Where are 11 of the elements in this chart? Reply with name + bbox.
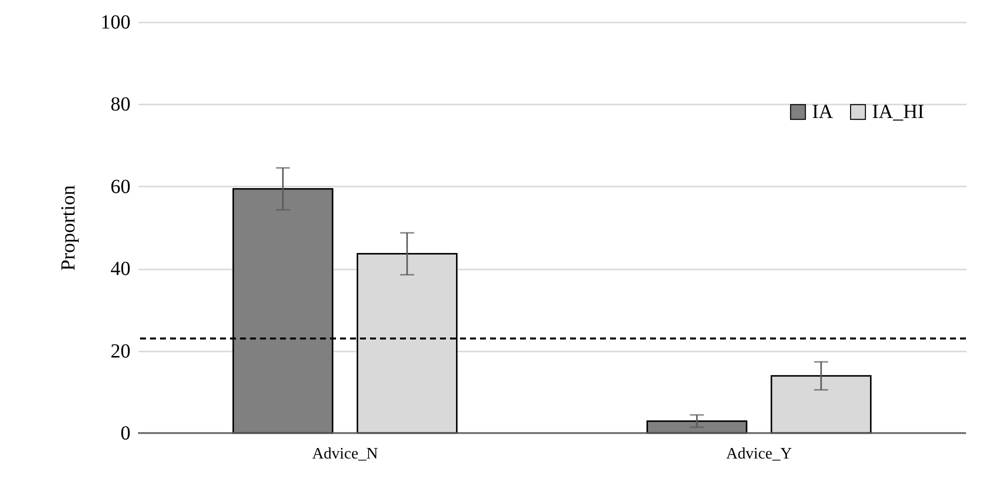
- x-tick-label: Advice_Y: [726, 446, 792, 462]
- y-tick-label: 100: [100, 12, 130, 34]
- legend-label: IA_HI: [872, 101, 924, 123]
- y-tick-label: 20: [110, 340, 130, 362]
- y-axis-title: Proportion: [58, 185, 80, 271]
- y-tick-label: 80: [110, 94, 130, 116]
- legend-label: IA: [812, 101, 834, 123]
- y-tick-label: 60: [110, 176, 130, 198]
- x-tick-label: Advice_N: [312, 446, 378, 462]
- y-tick-label: 40: [110, 258, 130, 280]
- y-tick-label: 0: [120, 422, 130, 444]
